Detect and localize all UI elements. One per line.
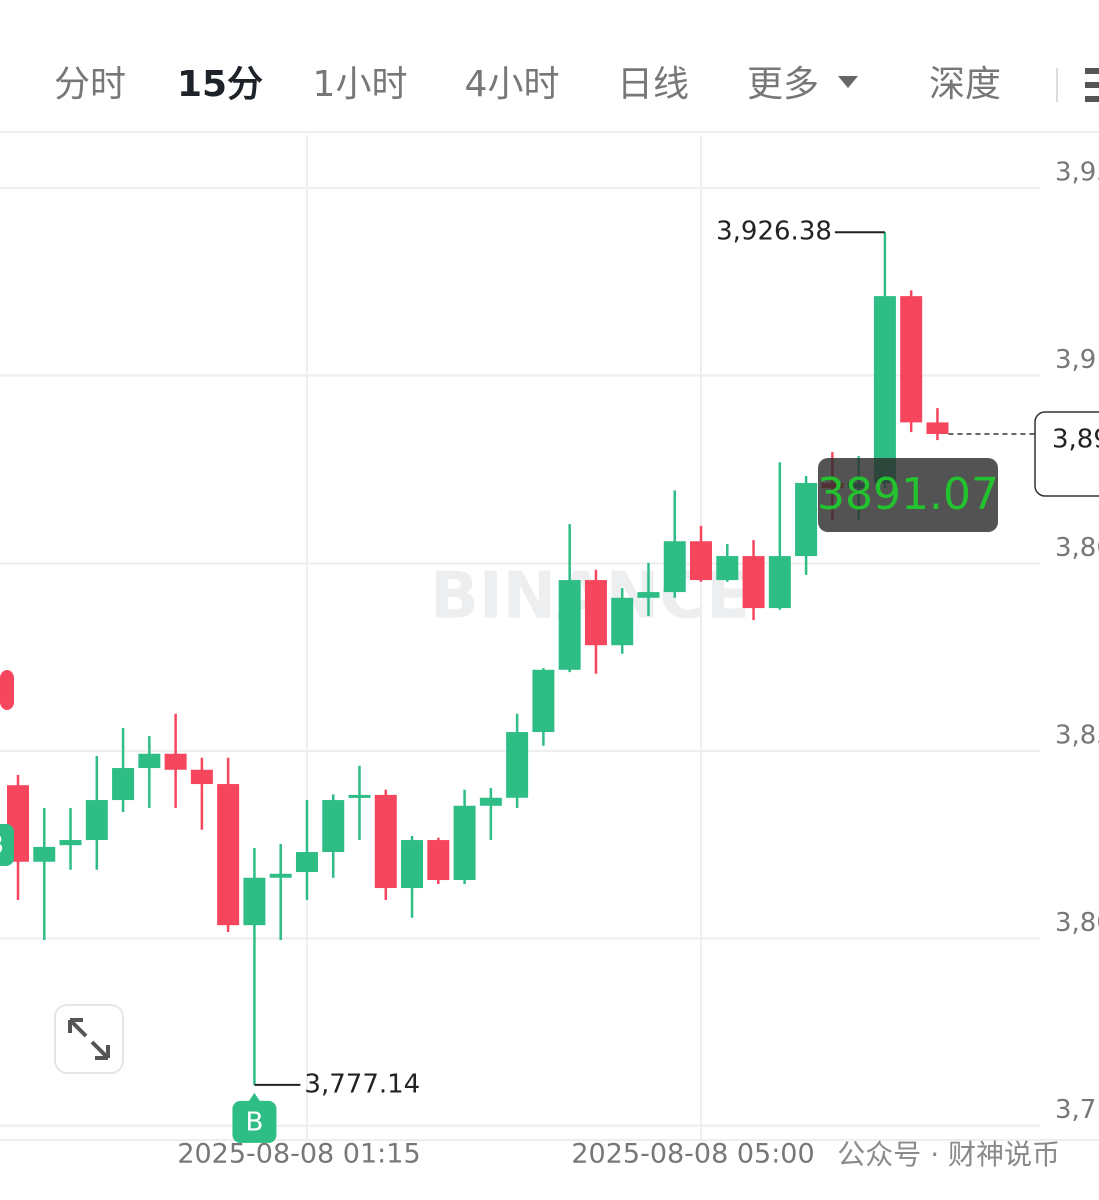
icon-bar [1085, 68, 1099, 74]
icon-bar [1085, 82, 1099, 88]
sell-badge [0, 670, 14, 710]
candle-body [453, 805, 476, 881]
y-tick-label: 3,93 [1055, 158, 1099, 188]
menu-icon[interactable] [1085, 68, 1099, 102]
candle-body [269, 873, 292, 878]
candle-body [611, 597, 634, 646]
candle-body [295, 852, 318, 873]
tab[interactable]: 日线 [617, 64, 689, 105]
candle-body [532, 669, 555, 733]
expand-button[interactable] [54, 1004, 124, 1074]
candle-body [164, 753, 187, 770]
candle-body [873, 296, 896, 483]
candle-body [322, 800, 345, 853]
candle-body [506, 732, 529, 798]
footer-watermark: 公众号 · 财神说币 [837, 1138, 1060, 1171]
candle-body [85, 800, 108, 841]
candle-body [900, 296, 923, 423]
y-tick-label: 3,9 [1055, 345, 1096, 375]
crosshair-price: 3891.07 [817, 469, 999, 520]
candle-body [427, 840, 450, 881]
candle-body [584, 580, 607, 646]
candle-body [217, 784, 240, 926]
price-tag [1034, 411, 1099, 497]
buy-marker-label: B [246, 1107, 264, 1137]
tab[interactable]: 4小时 [465, 64, 560, 105]
button-frame [54, 1004, 124, 1074]
y-tick-label: 3,80 [1055, 908, 1099, 938]
buy-marker-tip [248, 1092, 261, 1102]
candle-body [768, 556, 791, 609]
candle-body [795, 482, 818, 557]
candle-body [243, 877, 266, 926]
tab[interactable]: 1小时 [313, 64, 408, 105]
candle-body [33, 846, 56, 862]
y-tick-label: 3,83 [1055, 720, 1099, 750]
candle-body [348, 794, 371, 798]
buy-marker [232, 1100, 277, 1143]
candle-body [926, 422, 949, 434]
candle-body [663, 541, 686, 593]
crosshair-box [818, 458, 998, 532]
expand-icon [68, 1018, 110, 1060]
candle-body [716, 556, 739, 581]
candle-body [374, 794, 397, 889]
candle-body [401, 840, 424, 889]
buy-marker-label: B [0, 831, 4, 861]
tab[interactable]: 15分 [177, 64, 263, 105]
candle-body [742, 556, 765, 609]
candle-body [690, 541, 713, 581]
tab[interactable]: 分时 [54, 64, 126, 105]
tab[interactable]: 深度 [929, 64, 1001, 105]
y-tick-label: 3,86 [1055, 533, 1099, 563]
buy-marker [0, 824, 14, 866]
candle-body [558, 580, 581, 670]
x-tick-label: 2025-08-08 01:15 [177, 1139, 420, 1170]
y-tick-label: 3,7 [1055, 1095, 1096, 1125]
tab[interactable]: 更多 [747, 64, 819, 105]
candle-body [190, 769, 213, 785]
x-tick-label: 2025-08-08 05:00 [571, 1139, 814, 1170]
candle-body [479, 797, 502, 806]
candle-body [637, 592, 660, 598]
low-label: 3,777.14 [304, 1069, 420, 1099]
dropdown-caret[interactable] [838, 76, 858, 88]
candle-body [59, 840, 82, 846]
candle-body [138, 753, 161, 769]
high-label: 3,926.38 [716, 217, 832, 247]
candle-body [112, 768, 135, 801]
icon-bar [1085, 96, 1099, 102]
price-tag-label: 3,89 [1052, 424, 1099, 454]
